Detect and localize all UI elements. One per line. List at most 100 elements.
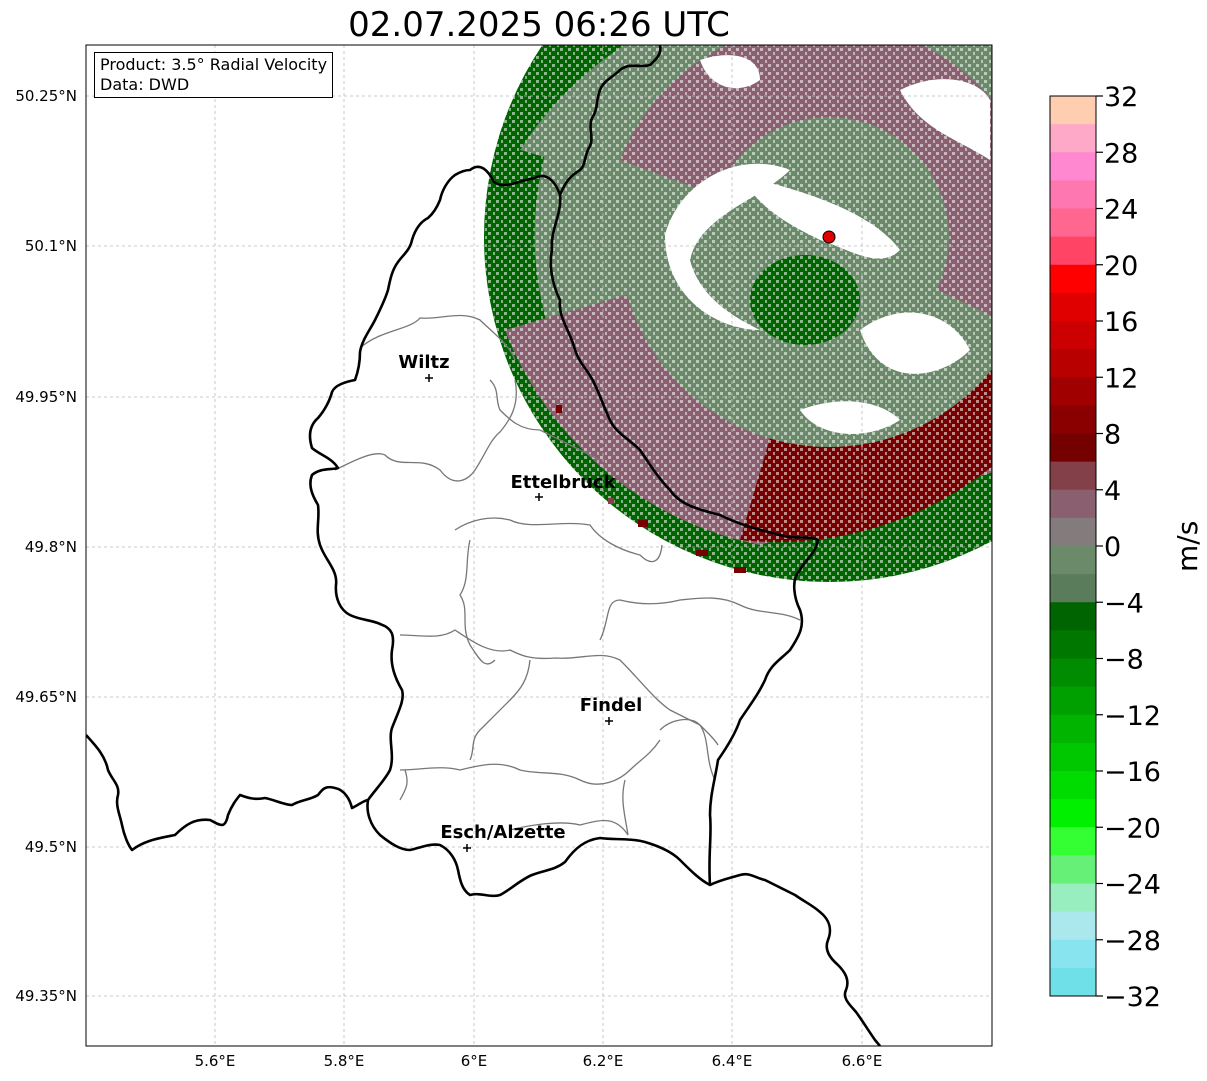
colorbar-tick-label: −16 (1104, 757, 1161, 788)
colorbar-swatch (1050, 630, 1096, 659)
colorbar-tick-label: 4 (1104, 476, 1121, 507)
lat-tick-label: 49.95°N (15, 388, 77, 406)
colorbar-swatch (1050, 349, 1096, 378)
colorbar-swatch (1050, 883, 1096, 913)
luxembourg-border (308, 165, 820, 898)
vel-echo (696, 550, 708, 556)
lon-tick-label: 6.2°E (583, 1052, 624, 1070)
canton-border (334, 379, 517, 482)
colorbar-swatch (1050, 771, 1096, 800)
colorbar-tick-label: 24 (1104, 195, 1138, 226)
colorbar-tick-label: −4 (1104, 588, 1144, 619)
colorbar-swatch (1050, 377, 1096, 406)
canton-border (659, 718, 716, 781)
map-title: 02.07.2025 06:26 UTC (348, 5, 730, 45)
colorbar-swatch (1050, 96, 1096, 125)
colorbar-swatch (1050, 574, 1096, 603)
lat-axis: 50.25°N 50.1°N 49.95°N 49.8°N 49.65°N 49… (15, 87, 77, 1005)
colorbar-tick-label: −20 (1104, 813, 1161, 844)
colorbar-tick-label: 28 (1104, 138, 1138, 169)
colorbar-swatch (1050, 658, 1096, 688)
country-borders (86, 45, 881, 1046)
canton-border (454, 517, 663, 563)
colorbar-swatch (1050, 799, 1096, 828)
plot-frame (85, 44, 993, 1047)
colorbar-swatch (1050, 180, 1096, 209)
lat-tick-label: 49.8°N (25, 538, 77, 556)
canton-border (359, 314, 516, 361)
colorbar: 32 28 24 20 16 12 8 4 0 −4 −8 −12 −16 −20 −24 −28 −32 (1049, 82, 1161, 1013)
colorbar-swatch (1050, 546, 1096, 575)
colorbar-swatch (1050, 292, 1096, 322)
colorbar-swatch (1050, 124, 1096, 153)
lat-tick-label: 50.25°N (15, 87, 77, 105)
colorbar-tick-label: −8 (1104, 645, 1144, 676)
colorbar-unit-label: m/s (1171, 520, 1204, 572)
vel-echo (608, 498, 614, 504)
colorbar-swatch (1050, 714, 1096, 744)
colorbar-swatch (1050, 264, 1096, 294)
colorbar-swatch (1050, 405, 1096, 434)
city-label-findel: Findel (580, 695, 643, 716)
lon-tick-label: 6.4°E (712, 1052, 753, 1070)
city-marker-esch (463, 844, 471, 852)
vel-speckle (484, 45, 992, 582)
colorbar-tick-label: 16 (1104, 307, 1138, 338)
lon-tick-label: 6°E (461, 1052, 488, 1070)
canton-border (469, 659, 531, 761)
colorbar-tick-label: −12 (1104, 701, 1161, 732)
city-label-wiltz: Wiltz (398, 352, 449, 373)
lat-tick-label: 50.1°N (25, 237, 77, 255)
colorbar-swatch (1050, 742, 1096, 772)
colorbar-swatches (1050, 96, 1096, 997)
canton-border (399, 629, 719, 746)
lat-tick-label: 49.65°N (15, 688, 77, 706)
colorbar-swatch (1050, 827, 1096, 856)
colorbar-swatch (1050, 433, 1096, 463)
city-marker-findel (605, 717, 613, 725)
germany-border-north (558, 45, 662, 196)
colorbar-swatch (1050, 152, 1096, 181)
velocity-field (484, 45, 992, 582)
lon-tick-label: 5.8°E (324, 1052, 365, 1070)
colorbar-swatch (1050, 461, 1096, 491)
canton-border (622, 779, 629, 836)
colorbar-ticks (1096, 95, 1103, 997)
colorbar-tick-label: −32 (1104, 982, 1161, 1013)
canton-border (399, 769, 408, 801)
colorbar-swatch (1050, 517, 1096, 547)
city-marker-wiltz (425, 374, 433, 382)
colorbar-swatch (1050, 967, 1096, 997)
colorbar-swatch (1050, 939, 1096, 969)
vel-echo (638, 520, 648, 527)
radar-site-marker (822, 230, 836, 244)
city-marker-ettelbruck (535, 493, 543, 501)
canton-border (509, 819, 629, 836)
colorbar-swatch (1050, 911, 1096, 941)
colorbar-swatch (1050, 236, 1096, 266)
info-box: Product: 3.5° Radial Velocity Data: DWD (94, 52, 334, 98)
canton-border (459, 539, 496, 665)
colorbar-tick-label: 32 (1104, 82, 1138, 113)
vel-echo (734, 567, 746, 573)
belgium-france-border (86, 734, 369, 852)
city-label-ettelbruck: Ettelbruck (510, 472, 616, 493)
colorbar-tick-label: 20 (1104, 251, 1138, 282)
colorbar-swatch (1050, 208, 1096, 238)
colorbar-swatch (1050, 602, 1096, 631)
colorbar-tick-label: −24 (1104, 870, 1161, 901)
canton-border (399, 739, 661, 785)
lat-tick-label: 49.35°N (15, 987, 77, 1005)
colorbar-swatch (1050, 489, 1096, 519)
city-markers (425, 374, 613, 852)
data-source: Data: DWD (100, 75, 190, 94)
gridlines (86, 45, 992, 1046)
colorbar-tick-label: 12 (1104, 363, 1138, 394)
colorbar-swatch (1050, 321, 1096, 350)
lon-tick-label: 5.6°E (195, 1052, 236, 1070)
germany-france-border-south (709, 872, 881, 1046)
city-label-esch: Esch/Alzette (440, 822, 565, 843)
canton-border (489, 379, 601, 461)
lat-tick-label: 49.5°N (25, 838, 77, 856)
colorbar-tick-label: 8 (1104, 420, 1121, 451)
